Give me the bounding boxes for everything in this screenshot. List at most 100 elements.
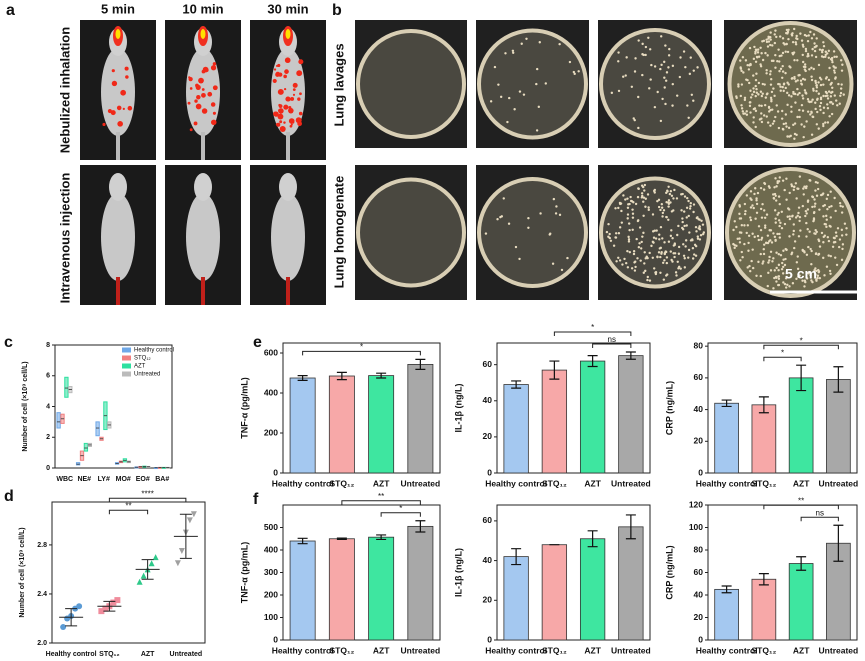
colony bbox=[639, 259, 642, 262]
colony bbox=[643, 251, 646, 254]
colony bbox=[816, 110, 819, 114]
colony bbox=[794, 216, 798, 219]
colony bbox=[767, 261, 770, 264]
colony bbox=[828, 224, 831, 228]
x-tick-label: Healthy control bbox=[272, 478, 334, 488]
colony bbox=[842, 93, 845, 96]
colony bbox=[631, 208, 634, 211]
colony bbox=[627, 240, 631, 243]
colony bbox=[817, 127, 820, 130]
bar bbox=[751, 404, 777, 474]
signal bbox=[120, 89, 126, 96]
colony bbox=[829, 190, 832, 193]
colony bbox=[780, 54, 783, 57]
colony bbox=[671, 104, 674, 107]
colony bbox=[653, 65, 657, 68]
colony bbox=[821, 48, 824, 52]
colony bbox=[656, 199, 659, 203]
colony bbox=[775, 199, 778, 202]
colony bbox=[740, 83, 744, 86]
dish bbox=[356, 177, 466, 288]
colony bbox=[815, 44, 818, 48]
colony bbox=[687, 116, 690, 119]
colony bbox=[626, 197, 629, 200]
signal bbox=[277, 63, 281, 68]
colony bbox=[803, 89, 807, 92]
colony bbox=[829, 272, 832, 276]
colony bbox=[653, 229, 656, 232]
mouse-tail bbox=[286, 132, 290, 160]
x-tick-label: Healthy control bbox=[485, 478, 547, 488]
mouse-tail bbox=[116, 277, 120, 305]
bar bbox=[579, 360, 606, 474]
point bbox=[174, 560, 181, 567]
colony bbox=[765, 241, 768, 245]
colony bbox=[803, 250, 806, 253]
colony bbox=[805, 185, 808, 188]
colony bbox=[826, 103, 829, 106]
colony bbox=[830, 58, 834, 62]
colony bbox=[781, 272, 785, 275]
colony bbox=[624, 74, 627, 77]
colony bbox=[822, 124, 825, 128]
colony bbox=[671, 82, 674, 86]
colony bbox=[664, 44, 667, 47]
colony bbox=[669, 250, 672, 253]
plot-frame bbox=[54, 344, 173, 469]
colony bbox=[785, 42, 788, 46]
bar bbox=[503, 384, 529, 474]
colony bbox=[776, 60, 779, 63]
colony bbox=[673, 255, 676, 259]
y-axis-label: CRP (ng/mL) bbox=[664, 381, 674, 435]
colony bbox=[535, 129, 539, 132]
colony bbox=[499, 95, 503, 99]
colony bbox=[816, 97, 819, 100]
colony bbox=[676, 233, 679, 237]
colony bbox=[650, 63, 653, 67]
colony bbox=[777, 283, 780, 287]
colony bbox=[642, 53, 645, 57]
colony bbox=[757, 238, 761, 242]
colony bbox=[825, 197, 829, 201]
signal bbox=[202, 66, 209, 73]
colony bbox=[681, 220, 684, 224]
bar bbox=[407, 525, 434, 641]
colony bbox=[790, 215, 794, 218]
colony bbox=[825, 265, 829, 268]
colony bbox=[819, 83, 823, 87]
colony bbox=[807, 34, 810, 37]
colony bbox=[621, 263, 624, 266]
mouse-tail bbox=[286, 277, 290, 305]
bar bbox=[826, 379, 851, 474]
colony bbox=[748, 46, 752, 50]
colony bbox=[802, 65, 806, 68]
colony bbox=[676, 260, 679, 263]
error-bar bbox=[625, 351, 636, 360]
signal bbox=[279, 125, 286, 132]
y-axis-label: Number of cell (×10⁹ cell/L) bbox=[19, 527, 26, 617]
colony bbox=[663, 241, 666, 244]
colony bbox=[686, 196, 689, 200]
colony bbox=[687, 214, 690, 218]
colony bbox=[661, 261, 665, 264]
colony bbox=[657, 251, 661, 254]
colony bbox=[813, 46, 816, 49]
colony bbox=[774, 217, 777, 220]
y-tick-label: 80 bbox=[694, 544, 704, 554]
colony bbox=[814, 273, 817, 276]
colony bbox=[646, 275, 650, 279]
colony bbox=[817, 92, 821, 95]
colony bbox=[677, 265, 681, 269]
colony bbox=[796, 93, 799, 96]
signal bbox=[193, 121, 198, 126]
colony bbox=[845, 227, 848, 230]
colony bbox=[758, 118, 762, 121]
colony bbox=[666, 190, 669, 193]
colony bbox=[659, 208, 662, 212]
colony bbox=[830, 204, 833, 208]
colony bbox=[773, 94, 776, 98]
colony bbox=[779, 67, 783, 71]
x-tick-label: STQ₁₂ bbox=[751, 478, 776, 488]
colony bbox=[791, 53, 795, 56]
signal-core bbox=[285, 29, 291, 39]
